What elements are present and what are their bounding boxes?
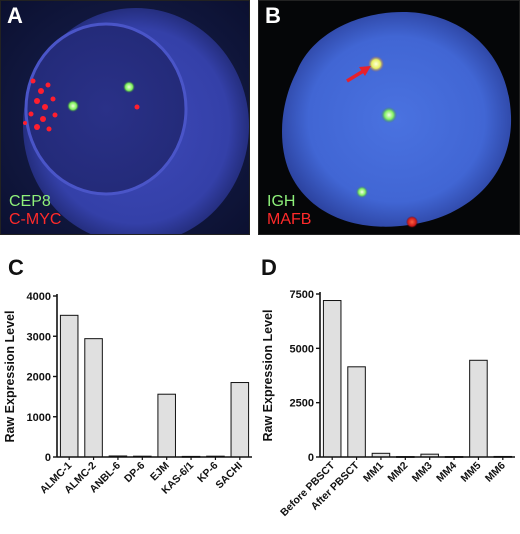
probe-legend: CEP8 C-MYC [9,193,61,229]
legend-probe-2: MAFB [267,211,312,228]
y-axis-title: Raw Expression Level [261,309,275,441]
y-tick-label: 7500 [290,289,314,301]
c-myc-signal [38,88,44,94]
bar [469,359,488,458]
legend-probe-1: CEP8 [9,193,51,210]
c-myc-signals [23,78,140,132]
nucleus [24,22,188,196]
c-myc-signal [30,78,36,84]
x-tick-label: MM4 [434,460,459,485]
x-tick-label: MM2 [385,460,410,485]
c-myc-signal [42,104,48,110]
igh-signal [356,186,368,198]
x-tick-label: SACHI [213,460,245,492]
y-tick-label: 1000 [27,412,51,424]
bar [84,338,103,458]
y-tick-label: 2000 [27,372,51,384]
c-myc-signal [50,96,56,102]
bar [347,366,366,458]
y-tick-label: 0 [45,452,51,464]
c-myc-signal [28,111,34,117]
y-tick-label: 4000 [27,291,51,303]
arrow-icon [346,66,371,83]
panel-label: C [8,255,24,280]
cep8-signal [123,81,135,93]
c-myc-signal [52,112,58,118]
igh-signal [381,107,397,123]
legend-probe-2: C-MYC [9,211,62,228]
x-tick-label: MM3 [410,460,435,485]
x-tick-label: DP-6 [122,460,148,486]
probe-legend: IGH MAFB [267,193,311,229]
c-myc-signal [40,116,46,122]
y-tick-label: 5000 [290,343,314,355]
panel-d-chart: D 0 2500 5000 7500 Before PBSCT After PBSCT MM… [258,255,520,534]
x-tick-label: MM1 [361,460,386,485]
panel-b-micrograph: B IGH MAFB [258,0,520,235]
panel-label: A [7,3,23,28]
bar [230,382,250,458]
igh-mafb-fusion-signal [368,56,384,72]
c-myc-signal [23,121,27,125]
fish-image-b [259,1,519,234]
c-myc-signal [34,98,40,104]
x-tick-label: MM6 [483,460,508,485]
panel-label: D [261,255,277,280]
y-tick-label: 3000 [27,331,51,343]
bar [59,314,79,458]
y-tick-label: 0 [308,452,314,464]
c-myc-signal [46,126,52,132]
cep8-signal [67,100,79,112]
y-axis-title: Raw Expression Level [3,310,17,442]
bar [157,393,176,458]
fish-image-a [1,1,249,234]
panel-a-micrograph: A CEP8 C-MYC [0,0,250,235]
c-myc-signal [45,82,51,88]
panel-c-chart: C 0 1000 2000 3000 4000 ALMC-1 ALMC-2 ANBL-6 DP-… [0,255,255,534]
legend-probe-1: IGH [267,193,296,210]
x-tick-label: MM5 [459,460,484,485]
panel-label: B [265,3,281,28]
nucleus [282,12,512,227]
c-myc-signal [134,104,140,110]
y-tick-label: 2500 [290,398,314,410]
c-myc-signal [34,124,40,130]
mafb-signal [406,216,418,228]
bar [322,300,342,458]
